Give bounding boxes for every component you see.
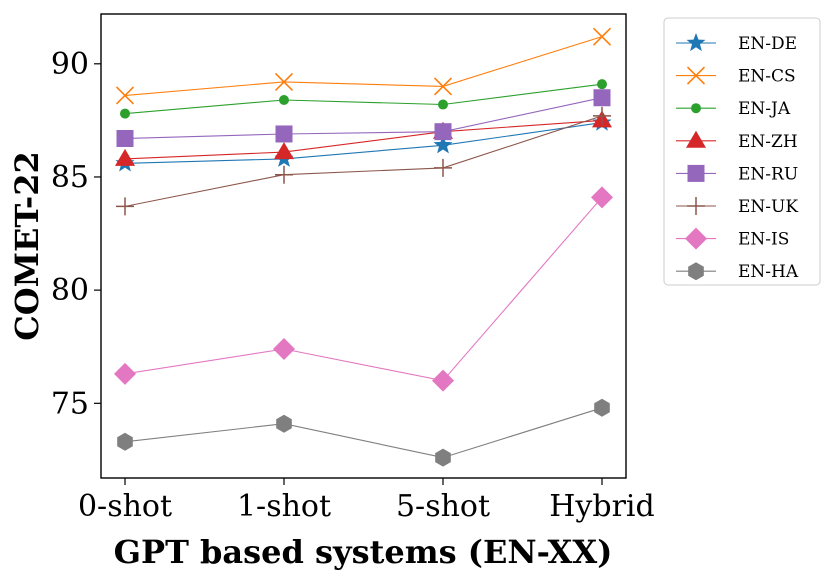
legend-label-en-zh: EN-ZH <box>738 132 798 152</box>
data-point-en-ru <box>434 123 452 141</box>
series-en-zh <box>115 110 612 166</box>
legend-item-en-ha: EN-HA <box>676 262 799 282</box>
legend-label-en-de: EN-DE <box>738 34 797 54</box>
legend-item-en-cs: EN-CS <box>676 66 796 87</box>
y-tick-label: 80 <box>51 273 89 308</box>
y-tick-label: 90 <box>51 47 89 82</box>
legend: EN-DE EN-CS EN-JA EN-ZH EN-RU EN-UK EN-IS EN-HA <box>663 17 821 286</box>
data-point-en-uk <box>593 106 611 125</box>
data-point-en-zh <box>274 142 294 160</box>
legend-label-en-ru: EN-RU <box>738 164 798 184</box>
data-point-en-uk <box>434 158 452 177</box>
y-axis-title: COMET-22 <box>8 151 46 340</box>
data-point-en-ha <box>117 432 133 451</box>
data-point-en-de <box>433 135 453 154</box>
series-line-en-zh <box>124 119 603 160</box>
series-en-uk <box>116 106 611 216</box>
data-point-en-ru <box>275 125 293 143</box>
data-point-en-uk <box>275 165 293 184</box>
series-line-en-de <box>124 122 603 164</box>
data-point-en-is <box>432 369 454 392</box>
series-line-en-uk <box>124 115 603 207</box>
series-line-en-is <box>124 196 603 382</box>
series-line-en-ha <box>124 407 603 459</box>
x-axis: 0-shot 1-shot 5-shot Hybrid <box>78 478 655 524</box>
legend-item-en-is: EN-IS <box>676 227 789 250</box>
y-axis: 75 80 85 90 <box>51 47 101 421</box>
series-line-en-ja <box>124 83 603 115</box>
data-point-en-cs <box>433 77 453 96</box>
data-point-en-ru <box>593 89 611 107</box>
data-point-en-ha <box>594 398 610 417</box>
x-tick-label: Hybrid <box>549 489 654 524</box>
x-tick-label: 0-shot <box>78 489 172 524</box>
data-point-en-ja <box>279 95 289 106</box>
legend-item-en-de: EN-DE <box>676 33 797 54</box>
data-point-en-is <box>591 186 613 209</box>
legend-label-en-uk: EN-UK <box>738 197 798 217</box>
series-en-ha <box>117 398 610 467</box>
x-tick-label: 1-shot <box>237 489 331 524</box>
plot-frame <box>100 13 627 479</box>
y-tick-label: 75 <box>51 386 89 421</box>
legend-marker-en-de <box>686 33 706 52</box>
series-line-en-cs <box>124 36 603 97</box>
legend-marker-en-is <box>685 227 707 250</box>
x-axis-title: GPT based systems (EN-XX) <box>114 533 613 571</box>
series-en-is <box>114 186 613 392</box>
series-line-en-ru <box>124 97 603 140</box>
data-point-en-ha <box>276 414 292 433</box>
data-point-en-ha <box>435 448 451 467</box>
data-point-en-ja <box>597 79 607 90</box>
data-point-en-ja <box>120 108 130 119</box>
legend-marker-en-ru <box>687 164 705 182</box>
data-point-en-ja <box>438 99 448 110</box>
legend-label-en-is: EN-IS <box>738 230 789 250</box>
legend-item-en-uk: EN-UK <box>676 197 798 217</box>
legend-marker-en-uk <box>687 197 705 215</box>
data-point-en-is <box>273 337 295 360</box>
series-en-ru <box>116 89 611 147</box>
legend-label-en-cs: EN-CS <box>738 67 796 87</box>
legend-item-en-ru: EN-RU <box>676 164 798 184</box>
data-point-en-cs <box>115 86 135 105</box>
data-point-en-uk <box>116 197 134 216</box>
legend-frame <box>663 17 821 286</box>
data-point-en-zh <box>115 148 135 166</box>
series-layer <box>114 27 613 467</box>
legend-marker-en-cs <box>686 66 706 85</box>
legend-marker-en-ja <box>691 103 701 114</box>
legend-item-en-ja: EN-JA <box>676 99 791 119</box>
data-point-en-is <box>114 362 136 385</box>
legend-item-en-zh: EN-ZH <box>676 130 798 152</box>
y-tick-label: 85 <box>51 160 89 195</box>
series-en-ja <box>120 79 607 119</box>
legend-marker-en-zh <box>686 130 706 148</box>
legend-label-en-ha: EN-HA <box>738 262 799 282</box>
legend-label-en-ja: EN-JA <box>738 99 791 119</box>
data-point-en-ru <box>116 129 134 147</box>
series-en-cs <box>115 27 612 105</box>
data-point-en-cs <box>592 27 612 46</box>
legend-marker-en-ha <box>688 262 704 281</box>
x-tick-label: 5-shot <box>396 489 490 524</box>
data-point-en-cs <box>274 72 294 91</box>
